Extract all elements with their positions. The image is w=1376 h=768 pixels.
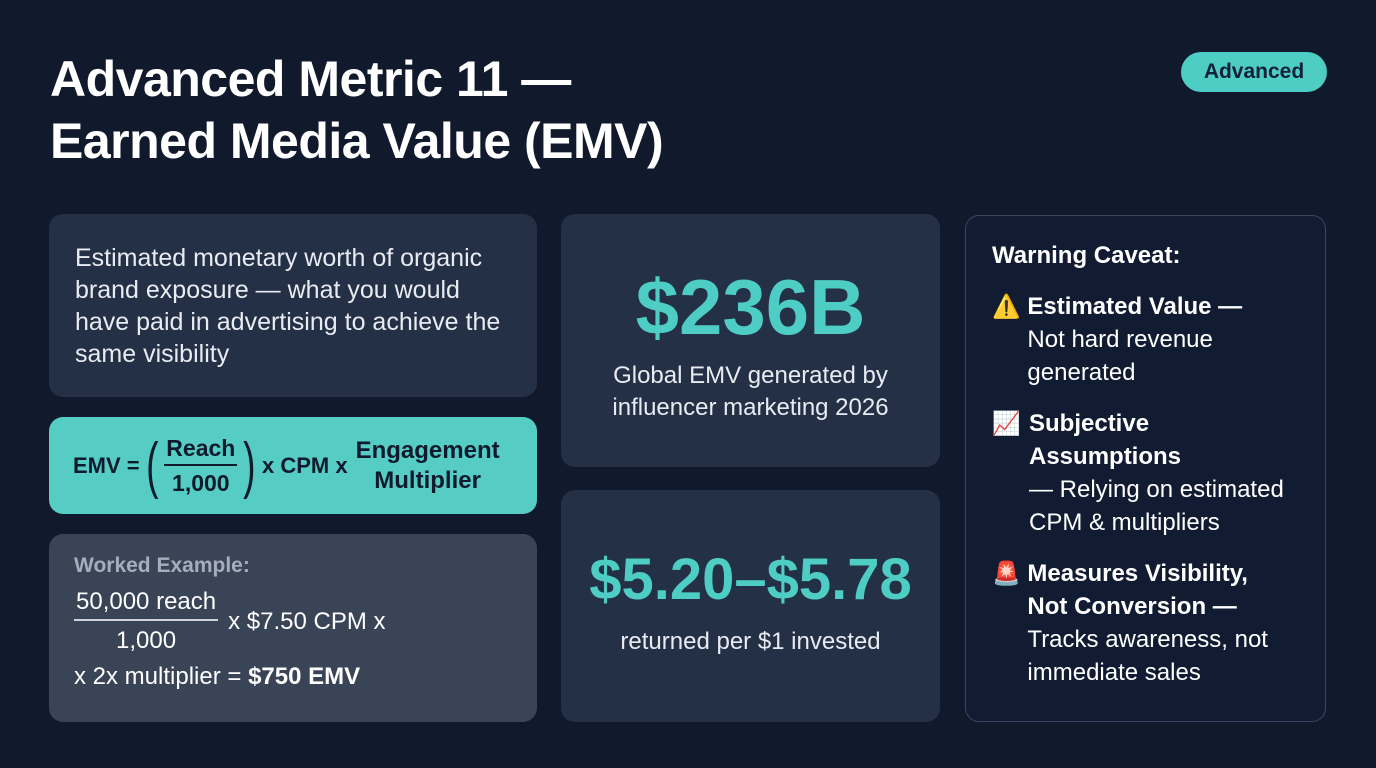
level-badge: Advanced	[1181, 52, 1327, 92]
title-line-2: Earned Media Value (EMV)	[50, 113, 664, 169]
warning-item: 📈 Subjective Assumptions — Relying on est…	[992, 407, 1305, 539]
formula-card: EMV = ( Reach 1,000 ) x CPM x Engagement…	[49, 417, 537, 514]
formula-numerator: Reach	[164, 435, 238, 466]
paren-right: )	[243, 430, 256, 500]
warning-item: 🚨 Measures Visibility, Not Conversion — T…	[992, 557, 1305, 689]
example-middle: x $7.50 CPM x	[228, 607, 386, 635]
item-title: Measures Visibility, Not Conversion —	[1027, 560, 1248, 620]
item-title: Estimated Value —	[1027, 293, 1243, 320]
siren-icon: 🚨	[992, 560, 1021, 586]
definition-card: Estimated monetary worth of organic bran…	[49, 214, 537, 397]
item-title: Subjective Assumptions	[1029, 410, 1182, 470]
example-result: $750 EMV	[248, 663, 361, 690]
formula-middle: x CPM x	[262, 452, 348, 478]
example-line2: x 2x multiplier =	[74, 663, 242, 690]
stat-card-roi: $5.20–$5.78 returned per $1 invested	[561, 490, 940, 722]
title-line-1: Advanced Metric 11 —	[50, 51, 571, 107]
formula-denominator: 1,000	[172, 469, 230, 496]
example-denominator: 1,000	[116, 627, 177, 654]
stat-value: $236B	[635, 263, 866, 351]
stat-caption: returned per $1 invested	[620, 628, 881, 655]
chart-increasing-icon: 📈	[992, 410, 1021, 436]
item-desc: Not hard revenue generated	[1027, 326, 1213, 386]
page-title: Advanced Metric 11 — Earned Media Value …	[50, 48, 664, 172]
formula-fraction: Reach 1,000	[164, 435, 238, 497]
warning-icon: ⚠️	[992, 293, 1021, 319]
formula-lhs: EMV =	[73, 452, 140, 478]
warning-title: Warning Caveat:	[992, 242, 1181, 269]
item-desc: Tracks awareness, not immediate sales	[1027, 626, 1268, 686]
formula-multiplier-term: Engagement Multiplier	[356, 436, 500, 496]
worked-example-card: Worked Example: 50,000 reach 1,000 x $7.…	[49, 534, 537, 722]
example-label: Worked Example:	[74, 554, 250, 577]
paren-left: (	[145, 430, 159, 500]
stat-caption: Global EMV generated by influencer marke…	[612, 362, 889, 421]
stat-value: $5.20–$5.78	[589, 547, 912, 612]
warning-item: ⚠️ Estimated Value — Not hard revenue gen…	[992, 290, 1305, 389]
example-numerator: 50,000 reach	[74, 588, 219, 621]
definition-text: Estimated monetary worth of organic bran…	[75, 244, 501, 368]
stat-card-global-emv: $236B Global EMV generated by influencer…	[561, 214, 940, 467]
term-line-2: Multiplier	[374, 466, 481, 494]
warning-card: Warning Caveat: ⚠️ Estimated Value — Not …	[965, 215, 1326, 722]
term-line-1: Engagement	[355, 436, 500, 464]
item-desc: — Relying on estimated CPM & multipliers	[1029, 476, 1284, 536]
example-fraction: 50,000 reach 1,000	[74, 588, 219, 655]
